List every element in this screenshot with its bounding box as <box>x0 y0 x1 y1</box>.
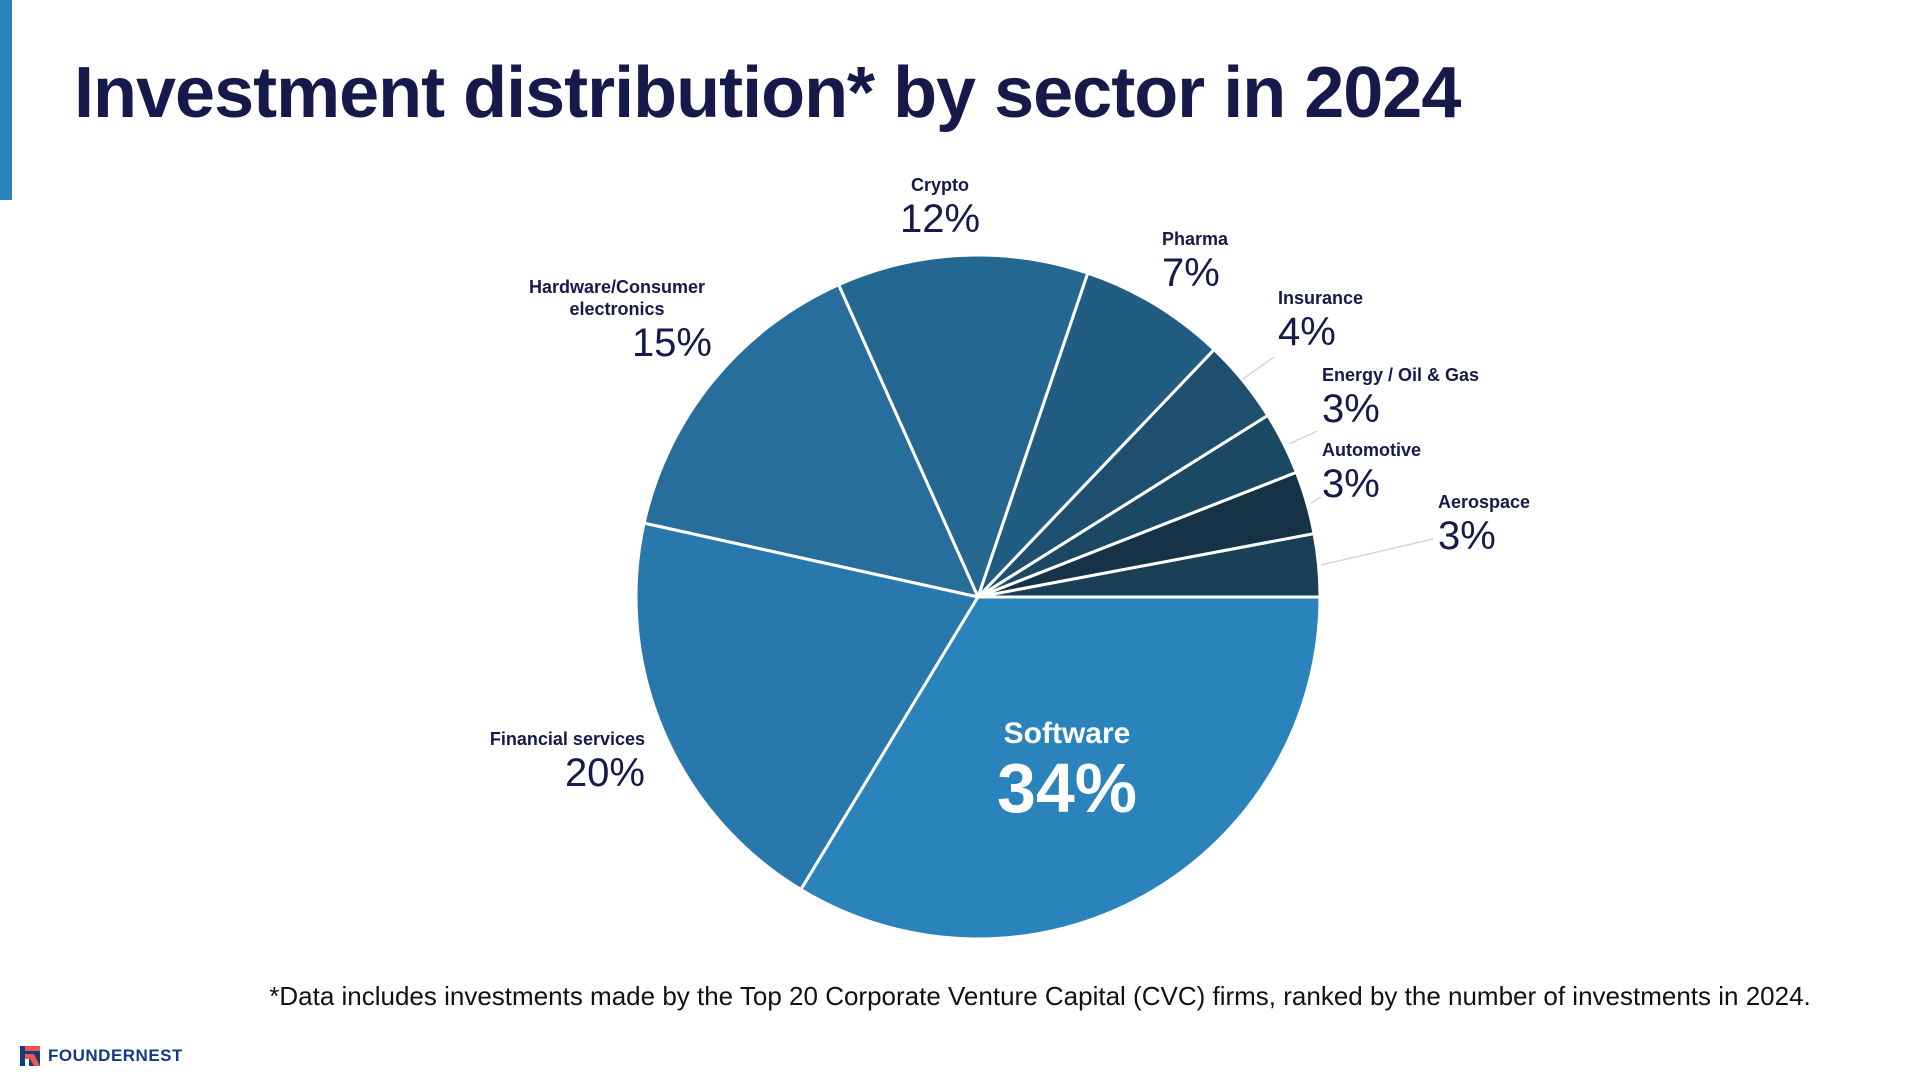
accent-bar <box>0 0 12 200</box>
label-automotive: Automotive 3% <box>1322 439 1421 507</box>
slice-label: Insurance <box>1278 288 1364 308</box>
label-energy: Energy / Oil & Gas 3% <box>1322 364 1479 432</box>
slice-label: Hardware/Consumer electronics <box>528 277 706 319</box>
foundernest-logo-icon <box>20 1046 40 1066</box>
leader-line-energy <box>1288 430 1318 445</box>
slice-value: 3% <box>1322 462 1380 506</box>
footnote: *Data includes investments made by the T… <box>269 981 1811 1011</box>
slice-value: 3% <box>1438 514 1496 558</box>
page-title: Investment distribution* by sector in 20… <box>74 53 1461 133</box>
leader-line-aerospace <box>1320 538 1434 566</box>
slice-value: 20% <box>564 751 645 795</box>
slice-value: 12% <box>899 197 981 241</box>
label-crypto: Crypto 12% <box>880 174 1000 242</box>
pie-slice-crypto <box>837 253 1090 599</box>
pie-slice-software <box>799 595 1322 941</box>
slice-label: Energy / Oil & Gas <box>1322 365 1480 385</box>
slice-label: Crypto <box>911 175 969 195</box>
slice-value: 34% <box>996 749 1138 827</box>
slice-label: Financial services <box>489 729 645 749</box>
pie-slice-financial-services <box>634 521 980 892</box>
pie-slice-pharma <box>976 271 1216 599</box>
slice-label: Aerospace <box>1438 492 1531 512</box>
slice-value: 3% <box>1322 387 1380 431</box>
slice-label: Software <box>1003 717 1131 750</box>
slice-value: 15% <box>631 321 712 365</box>
label-hardware: Hardware/Consumer electronics 15% <box>512 276 722 366</box>
label-financial-services: Financial services 20% <box>445 728 645 796</box>
slice-label: Pharma <box>1162 229 1229 249</box>
slice-value: 4% <box>1278 310 1336 354</box>
leader-line-automotive <box>1310 496 1322 504</box>
slice-value: 7% <box>1162 251 1220 295</box>
slice-label: Automotive <box>1322 440 1421 460</box>
label-software: Software 34% <box>967 716 1167 824</box>
label-aerospace: Aerospace 3% <box>1438 491 1530 559</box>
label-insurance: Insurance 4% <box>1278 287 1363 355</box>
label-pharma: Pharma 7% <box>1162 228 1228 296</box>
brand-name: FOUNDERNEST <box>48 1046 183 1065</box>
brand-logo: FOUNDERNEST <box>20 1046 183 1066</box>
pie-slice-hardware-consumer-electronics <box>642 283 980 599</box>
leader-line-insurance <box>1242 356 1275 380</box>
